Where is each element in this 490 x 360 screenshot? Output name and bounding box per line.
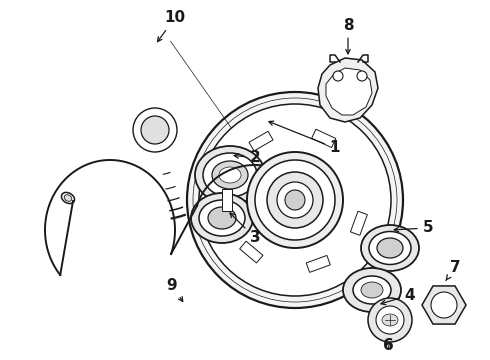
Text: 10: 10 (157, 10, 186, 42)
Polygon shape (350, 211, 368, 235)
Circle shape (255, 160, 335, 240)
Ellipse shape (353, 276, 391, 304)
Ellipse shape (208, 207, 236, 229)
Ellipse shape (195, 146, 265, 204)
Text: 4: 4 (381, 288, 416, 305)
Text: 2: 2 (234, 150, 260, 166)
Polygon shape (422, 286, 466, 324)
Circle shape (368, 298, 412, 342)
Polygon shape (222, 189, 232, 211)
Ellipse shape (191, 193, 253, 243)
Polygon shape (306, 256, 330, 273)
Circle shape (187, 92, 403, 308)
Circle shape (133, 108, 177, 152)
Polygon shape (318, 58, 378, 122)
Ellipse shape (64, 195, 72, 201)
Circle shape (141, 116, 169, 144)
Ellipse shape (382, 314, 398, 326)
Text: 7: 7 (446, 261, 460, 280)
Ellipse shape (377, 238, 403, 258)
Ellipse shape (203, 153, 257, 197)
Text: 5: 5 (394, 220, 433, 235)
Text: 8: 8 (343, 18, 353, 54)
Circle shape (431, 292, 457, 318)
Ellipse shape (61, 193, 74, 203)
Circle shape (333, 71, 343, 81)
Ellipse shape (310, 207, 318, 213)
Ellipse shape (369, 231, 411, 265)
Circle shape (267, 172, 323, 228)
Ellipse shape (307, 205, 321, 215)
Ellipse shape (361, 282, 383, 298)
Circle shape (376, 306, 404, 334)
Ellipse shape (219, 167, 241, 183)
Text: 6: 6 (383, 338, 393, 352)
Ellipse shape (212, 161, 248, 189)
Text: 3: 3 (230, 213, 260, 246)
Polygon shape (240, 241, 263, 263)
Circle shape (247, 152, 343, 248)
Ellipse shape (199, 200, 245, 236)
Circle shape (285, 190, 305, 210)
Ellipse shape (361, 225, 419, 271)
Polygon shape (326, 68, 372, 115)
Ellipse shape (343, 268, 401, 312)
Circle shape (199, 104, 391, 296)
Circle shape (357, 71, 367, 81)
Polygon shape (312, 129, 336, 148)
Polygon shape (249, 131, 273, 151)
Text: 9: 9 (167, 278, 183, 301)
Text: 1: 1 (269, 121, 340, 156)
Circle shape (277, 182, 313, 218)
